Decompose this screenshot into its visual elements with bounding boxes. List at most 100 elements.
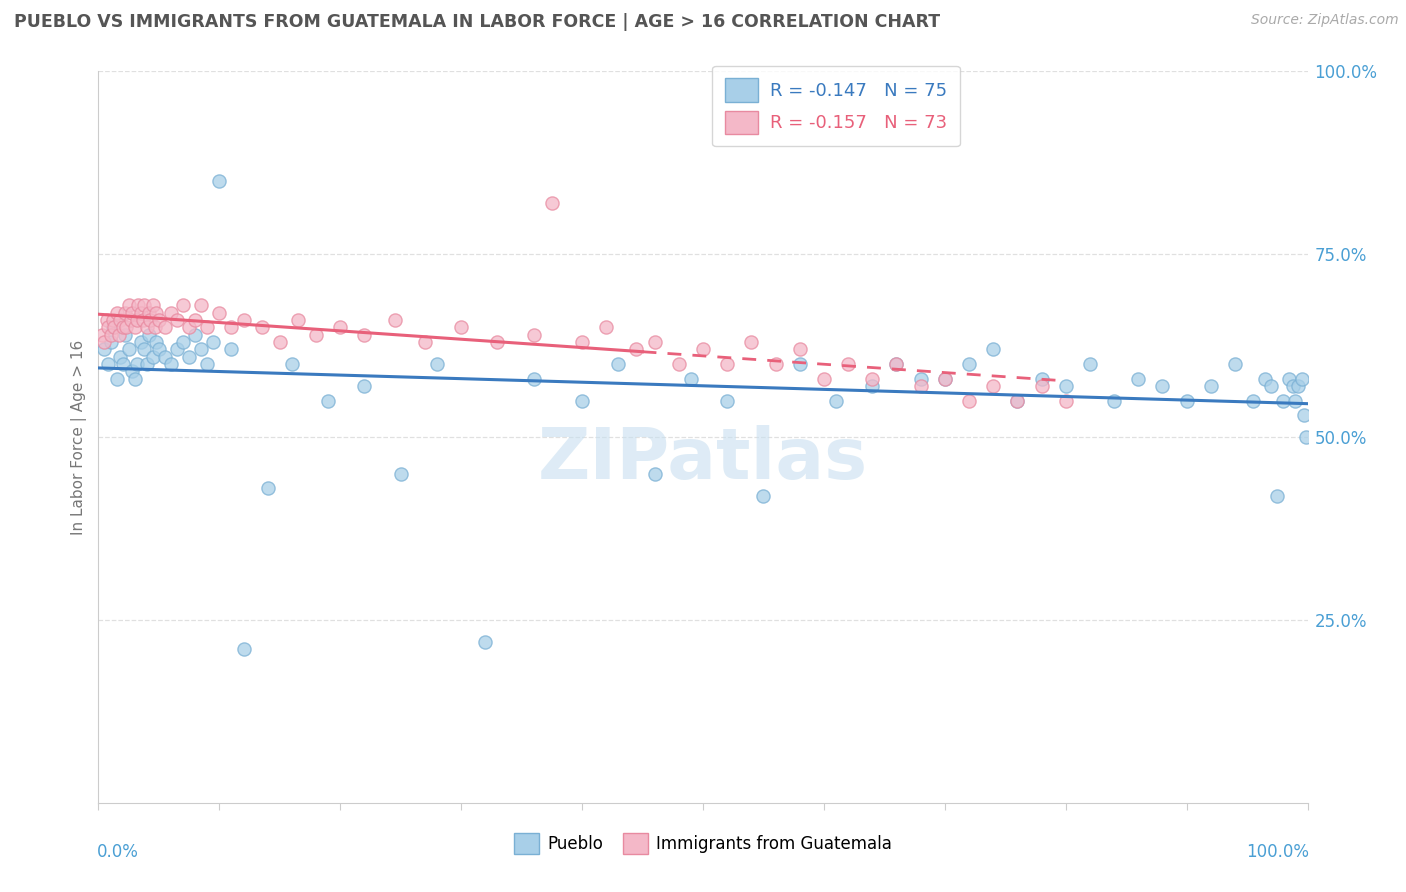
Point <box>232 642 254 657</box>
Point <box>540 196 562 211</box>
Point <box>1054 393 1077 408</box>
Point <box>426 357 449 371</box>
Point <box>1278 371 1301 385</box>
Point <box>114 327 136 342</box>
Point <box>413 334 436 349</box>
Point <box>160 306 183 320</box>
Point <box>121 364 143 378</box>
Point <box>389 467 412 481</box>
Point <box>190 298 212 312</box>
Point <box>1031 371 1053 385</box>
Point <box>316 393 339 408</box>
Point <box>195 320 218 334</box>
Point <box>1291 371 1313 385</box>
Text: PUEBLO VS IMMIGRANTS FROM GUATEMALA IN LABOR FORCE | AGE > 16 CORRELATION CHART: PUEBLO VS IMMIGRANTS FROM GUATEMALA IN L… <box>14 13 941 31</box>
Point <box>813 371 835 385</box>
Point <box>305 327 328 342</box>
Point <box>789 343 811 357</box>
Point <box>93 334 115 349</box>
Text: Source: ZipAtlas.com: Source: ZipAtlas.com <box>1251 13 1399 28</box>
Point <box>1254 371 1277 385</box>
Point <box>716 357 738 371</box>
Point <box>221 343 243 357</box>
Point <box>91 327 114 342</box>
Point <box>179 350 201 364</box>
Point <box>208 306 231 320</box>
Point <box>1199 379 1222 393</box>
Point <box>740 334 762 349</box>
Point <box>1223 357 1246 371</box>
Point <box>523 371 546 385</box>
Point <box>910 371 932 385</box>
Point <box>118 343 141 357</box>
Point <box>1175 393 1198 408</box>
Point <box>127 298 149 312</box>
Point <box>115 320 138 334</box>
Point <box>172 298 194 312</box>
Point <box>142 350 165 364</box>
Point <box>450 320 472 334</box>
Point <box>957 357 980 371</box>
Point <box>96 313 118 327</box>
Point <box>166 343 188 357</box>
Point <box>1054 379 1077 393</box>
Point <box>103 320 125 334</box>
Point <box>118 298 141 312</box>
Point <box>166 313 188 327</box>
Point <box>105 306 128 320</box>
Text: 100.0%: 100.0% <box>1246 843 1309 861</box>
Point <box>1128 371 1150 385</box>
Point <box>138 327 160 342</box>
Point <box>105 371 128 385</box>
Point <box>934 371 956 385</box>
Point <box>981 379 1004 393</box>
Point <box>957 393 980 408</box>
Point <box>287 313 309 327</box>
Point <box>145 334 167 349</box>
Point <box>143 320 166 334</box>
Point <box>100 327 122 342</box>
Point <box>384 313 406 327</box>
Point <box>329 320 352 334</box>
Point <box>132 313 155 327</box>
Point <box>1284 393 1306 408</box>
Point <box>190 343 212 357</box>
Point <box>692 343 714 357</box>
Point <box>134 343 156 357</box>
Point <box>202 334 225 349</box>
Point <box>281 357 304 371</box>
Point <box>153 320 176 334</box>
Point <box>127 357 149 371</box>
Point <box>353 327 375 342</box>
Point <box>148 313 170 327</box>
Point <box>679 371 702 385</box>
Point <box>595 320 617 334</box>
Point <box>93 343 115 357</box>
Point <box>837 357 859 371</box>
Point <box>129 306 152 320</box>
Point <box>1007 393 1029 408</box>
Legend: Pueblo, Immigrants from Guatemala: Pueblo, Immigrants from Guatemala <box>508 827 898 860</box>
Point <box>716 393 738 408</box>
Point <box>1007 393 1029 408</box>
Point <box>1078 357 1101 371</box>
Text: ZIPatlas: ZIPatlas <box>538 425 868 493</box>
Y-axis label: In Labor Force | Age > 16: In Labor Force | Age > 16 <box>72 340 87 534</box>
Point <box>474 635 496 649</box>
Point <box>1260 379 1282 393</box>
Point <box>138 306 160 320</box>
Point <box>160 357 183 371</box>
Point <box>1295 430 1317 444</box>
Point <box>172 334 194 349</box>
Point <box>121 306 143 320</box>
Point <box>607 357 630 371</box>
Point <box>208 174 231 188</box>
Point <box>910 379 932 393</box>
Point <box>221 320 243 334</box>
Point <box>124 371 146 385</box>
Point <box>101 320 124 334</box>
Point <box>135 357 157 371</box>
Point <box>644 467 666 481</box>
Point <box>644 334 666 349</box>
Point <box>668 357 690 371</box>
